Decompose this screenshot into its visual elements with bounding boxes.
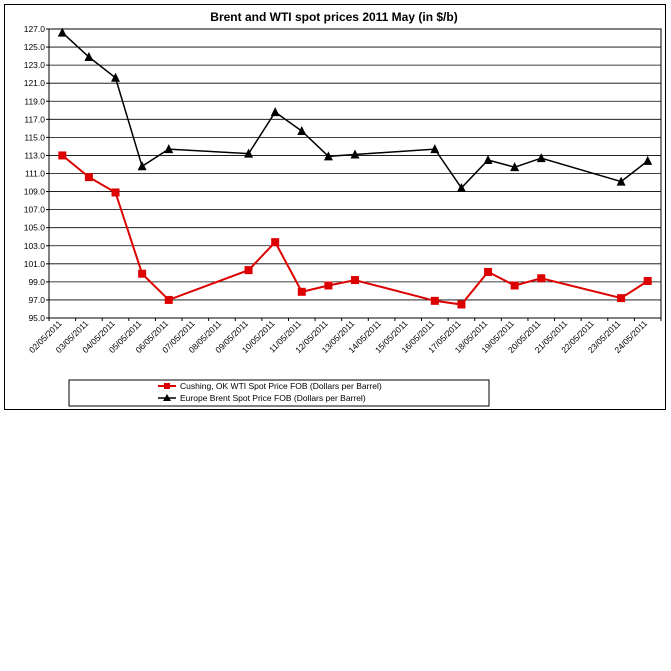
legend-box [68,379,490,407]
data-point-wti [484,267,493,276]
data-point-wti [457,300,466,309]
y-tick-label: 119.0 [24,96,45,106]
data-point-brent [297,126,307,136]
data-point-brent [350,149,360,159]
data-point-wti [510,281,519,290]
y-tick-label: 101.0 [24,259,46,269]
data-point-brent [270,107,280,117]
data-point-wti [58,151,67,160]
y-tick-label: 117.0 [24,114,45,124]
data-point-brent [164,144,174,154]
y-tick-label: 105.0 [24,223,46,233]
data-point-wti [617,294,626,303]
data-point-brent [84,51,94,61]
y-axis-ticks: 127.0 125.0 123.0 121.0 119.0 117.0 115.0 113.0… [24,24,49,323]
data-point-wti [351,276,359,285]
data-point-wti [84,173,93,182]
data-point-brent [137,161,147,171]
data-point-brent [456,182,466,192]
y-tick-label: 99.0 [28,277,45,287]
data-point-wti [244,266,253,275]
data-point-brent [430,144,440,154]
legend-label-brent: Europe Brent Spot Price FOB (Dollars per… [180,393,366,403]
data-point-wti [111,188,120,197]
series-layer [57,27,653,309]
data-point-brent [323,151,333,161]
data-point-brent [57,27,67,37]
data-point-wti [271,238,280,247]
y-tick-label: 115.0 [24,132,45,142]
legend-label-wti: Cushing, OK WTI Spot Price FOB (Dollars … [180,381,382,391]
y-tick-label: 121.0 [24,78,46,88]
data-point-wti [164,295,173,304]
y-tick-label: 127.0 [24,24,46,34]
data-point-wti [430,296,439,305]
x-axis-ticks: 02/05/201103/05/201104/05/201105/05/2011… [27,318,662,355]
legend-marker-wti [164,383,170,389]
y-tick-label: 113.0 [24,150,45,160]
data-point-brent [244,148,254,158]
data-point-wti [324,281,333,290]
y-tick-label: 95.0 [28,313,45,323]
data-point-wti [297,287,306,296]
y-tick-label: 103.0 [24,241,46,251]
y-tick-label: 107.0 [24,205,46,215]
data-point-wti [537,274,546,283]
data-point-brent [111,72,121,82]
y-tick-label: 123.0 [24,60,46,70]
legend: Cushing, OK WTI Spot Price FOB (Dollars … [68,379,490,407]
y-tick-label: 109.0 [24,187,46,197]
legend-marker-brent [163,394,171,401]
chart-title: Brent and WTI spot prices 2011 May (in $… [210,10,457,24]
data-point-brent [510,162,520,172]
data-point-wti [643,276,652,285]
y-tick-label: 125.0 [24,42,46,52]
data-point-brent [643,155,653,165]
data-point-brent [536,153,546,163]
data-point-wti [138,269,147,278]
data-point-brent [483,154,493,164]
y-tick-label: 97.0 [28,295,45,305]
y-tick-label: 111.0 [25,169,45,179]
data-point-brent [616,176,626,186]
